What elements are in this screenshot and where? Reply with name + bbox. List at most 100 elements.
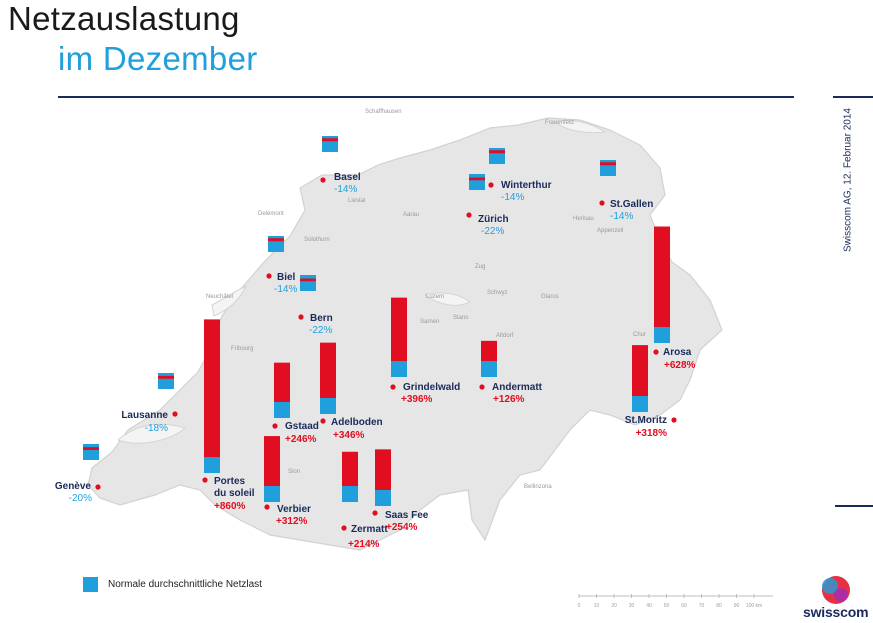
bar-increase <box>654 226 670 327</box>
data-label: +346% <box>333 430 365 441</box>
city-name: Saas Fee <box>385 510 429 521</box>
data-label: +318% <box>636 428 668 439</box>
load-bars <box>83 136 670 506</box>
data-label: -22% <box>481 226 504 237</box>
place-name: Herisau <box>573 216 594 222</box>
bar-increase <box>481 340 497 361</box>
legend-label: Normale durchschnittliche Netzlast <box>108 579 262 590</box>
bar-normal <box>274 402 290 418</box>
scale-label: 80 <box>716 603 722 609</box>
sidebar-rule-bottom <box>835 505 873 507</box>
bar-increase <box>320 342 336 398</box>
city-marker <box>390 384 396 390</box>
data-label: +860% <box>214 501 246 512</box>
bar-current-line <box>158 375 174 379</box>
city-name: Arosa <box>663 347 692 358</box>
city-name: Bern <box>310 313 333 324</box>
city-marker <box>95 484 101 490</box>
lake-lucerne <box>423 292 471 306</box>
place-name: Luzern <box>426 294 444 300</box>
data-label: +628% <box>664 360 696 371</box>
data-label: +214% <box>348 539 380 550</box>
place-name: Delémont <box>258 211 284 217</box>
city-marker <box>372 510 378 516</box>
bar-normal <box>391 361 407 377</box>
city-marker <box>466 212 472 218</box>
city-marker <box>341 525 347 531</box>
swisscom-logo-icon <box>822 576 850 604</box>
scale-label: 30 <box>629 603 635 609</box>
city-name: Genève <box>55 481 92 492</box>
place-name: Stans <box>453 315 468 321</box>
sidebar-rule-top <box>833 96 873 98</box>
bar-normal <box>158 373 174 389</box>
bar-current-line <box>322 138 338 142</box>
lake-geneva <box>117 423 186 444</box>
scale-label: 100 km <box>746 603 762 609</box>
page-title: Netzauslastung <box>8 0 240 37</box>
city-name: St.Moritz <box>625 415 667 426</box>
city-marker <box>320 177 326 183</box>
logo-wordmark: swisscom <box>803 604 869 620</box>
bar-current-line <box>489 150 505 154</box>
scale-label: 40 <box>646 603 652 609</box>
city-name: Lausanne <box>121 410 168 421</box>
city-name: Portes <box>214 476 246 487</box>
city-name: Winterthur <box>501 180 552 191</box>
scale-label: 50 <box>664 603 670 609</box>
page-subtitle: im Dezember <box>58 40 258 77</box>
city-name: St.Gallen <box>610 199 653 210</box>
place-name: Zug <box>475 264 485 270</box>
city-name: Grindelwald <box>403 382 460 393</box>
city-marker <box>172 411 178 417</box>
data-label: -14% <box>274 284 297 295</box>
city-name: Verbier <box>277 504 311 515</box>
bar-normal <box>469 174 485 190</box>
city-labels: Basel-14% Winterthur-14%Zürich-22%St.Gall… <box>55 172 696 550</box>
place-name: Frauenfeld <box>545 120 574 126</box>
place-name: Solothurn <box>304 237 330 243</box>
city-marker <box>272 423 278 429</box>
bar-normal <box>264 486 280 502</box>
bar-increase <box>632 345 648 396</box>
bar-current-line <box>469 177 485 181</box>
lake-constance <box>553 119 607 134</box>
city-name: Gstaad <box>285 421 319 432</box>
city-name: Zermatt <box>351 524 388 535</box>
city-name: Adelboden <box>331 417 383 428</box>
bar-normal <box>375 490 391 506</box>
place-name: Chur <box>633 332 646 338</box>
bar-current-line <box>300 278 316 282</box>
bar-normal <box>342 486 358 502</box>
place-name: Glarus <box>541 294 559 300</box>
bar-normal <box>320 398 336 414</box>
bar-current-line <box>600 162 616 166</box>
scale-label: 0 <box>578 603 581 609</box>
bar-increase <box>264 436 280 486</box>
city-name: Basel <box>334 172 361 183</box>
header-rule <box>58 96 794 98</box>
place-name: Fribourg <box>231 346 253 352</box>
data-label: +396% <box>401 394 433 405</box>
city-marker <box>202 477 208 483</box>
city-name: Biel <box>277 272 296 283</box>
bar-current-line <box>268 238 284 242</box>
data-label: +312% <box>276 516 308 527</box>
bar-normal <box>204 457 220 473</box>
legend-swatch <box>83 577 98 592</box>
bar-increase <box>375 449 391 490</box>
city-marker <box>264 504 270 510</box>
bar-normal <box>632 396 648 412</box>
city-marker <box>671 417 677 423</box>
bar-normal <box>300 275 316 291</box>
city-marker <box>488 182 494 188</box>
place-name: Sarnen <box>420 319 439 325</box>
bar-increase <box>204 319 220 457</box>
scale-label: 10 <box>594 603 600 609</box>
place-name: Schwyz <box>487 290 508 296</box>
data-label: +246% <box>285 434 317 445</box>
scale-label: 60 <box>681 603 687 609</box>
place-name: Altdorf <box>496 333 514 339</box>
bar-normal <box>481 361 497 377</box>
